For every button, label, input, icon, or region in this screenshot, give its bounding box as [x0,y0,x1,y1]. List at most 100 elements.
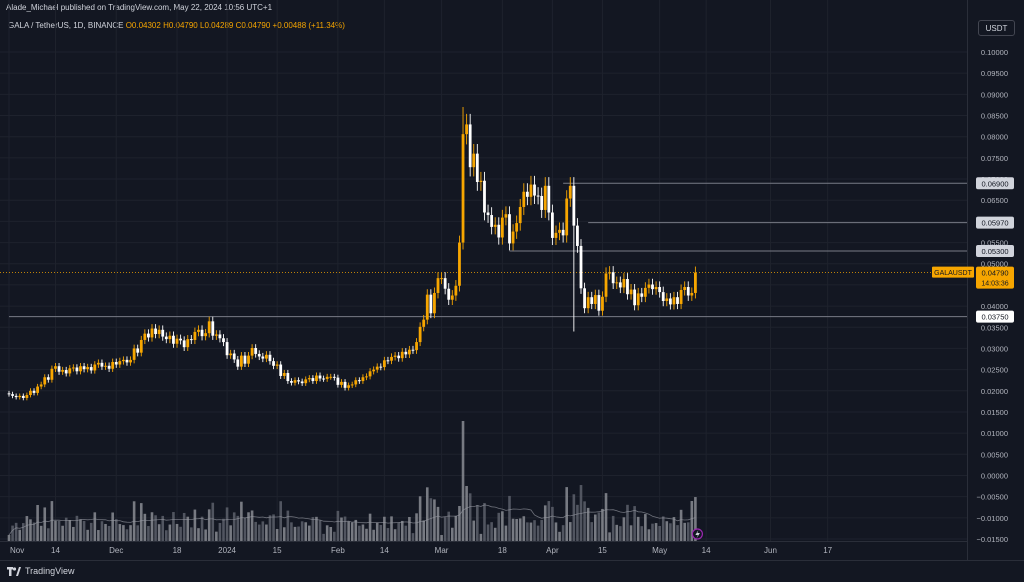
candle-body [561,229,565,236]
candle-body [633,289,637,306]
volume-bar [25,516,29,541]
candle-body [558,229,561,233]
candle-body [25,395,29,398]
candle-body [204,333,208,337]
candle-body [418,326,422,343]
alert-icon[interactable] [691,528,704,540]
symbol-name[interactable]: GALA / TetherUS, 1D, BINANCE [8,21,124,30]
volume-bar [658,525,661,541]
volume-bar [136,525,139,541]
candle-body [343,381,347,388]
candle-body [529,184,533,197]
volume-bar [672,517,676,541]
volume-bar [508,495,511,541]
candle-body [493,224,497,227]
candle-body [239,355,243,367]
candle-body [393,355,397,357]
volume-bar [540,520,543,541]
volume-bar [483,502,486,541]
publisher-info: Alade_Michael published on TradingView.c… [6,3,273,12]
volume-bar [347,521,350,541]
candle-body [143,333,147,340]
volume-bars [7,421,697,541]
candle-body [436,278,440,293]
volume-bar [404,525,408,541]
candle-body [290,381,293,383]
candle-body [189,339,193,341]
volume-bar [147,526,150,541]
candle-body [257,353,261,357]
candle-body [368,371,372,377]
volume-bar [379,524,383,541]
candle-body [268,354,272,362]
candle-body [568,185,572,199]
candle-body [686,287,690,296]
x-tick-label: 14 [51,546,60,555]
volume-bar [32,522,36,541]
volume-bar [690,501,694,541]
volume-bar [236,515,240,541]
volume-bar [576,504,579,541]
candle-body [89,367,93,371]
volume-bar [64,517,68,541]
volume-bar [11,525,14,541]
volume-bar [308,525,311,541]
level-price-bg [976,245,1014,258]
volume-bar [547,501,551,541]
candle-body [450,295,454,300]
volume-bar [429,498,433,541]
candle-body [68,368,72,374]
currency-button[interactable]: USDT [978,20,1015,36]
volume-bar [93,512,97,541]
symbol-tag-bg [932,266,974,278]
volume-bar [418,496,422,541]
y-tick-label: 0.08000 [981,133,1008,142]
ohlc-low: L0.04289 [200,21,234,30]
level-price-text: 0.03750 [981,313,1008,322]
candle-body [440,278,443,280]
candle-body [325,376,329,379]
candle-body [611,272,615,284]
tradingview-logo[interactable]: TradingView [7,566,75,576]
candle-body [150,328,154,338]
candle-body [597,295,601,311]
volume-bar [186,516,190,541]
volume-bar [39,525,43,541]
volume-bar [240,501,243,541]
volume-bar [497,512,501,541]
x-tick-label: 17 [823,546,832,555]
candle-body [472,153,476,168]
candle-body [254,348,258,354]
candle-body [186,339,190,348]
volume-bar [43,507,47,541]
volume-bar [619,526,622,541]
candle-body [304,379,308,384]
candle-body [390,356,393,361]
volume-bar [640,526,644,541]
candle-body [175,338,179,344]
volume-bar [579,485,583,541]
candle-body [572,185,576,226]
volume-bar [543,505,547,541]
price-chart[interactable]: 0.10000 0.09500 0.09000 0.08500 0.08000 0.075… [0,0,1024,560]
candle-body [336,377,340,385]
candle-body [300,381,304,384]
level-price-text: 0.05300 [981,247,1008,256]
volume-bar [393,529,397,541]
volume-bar [122,525,125,541]
volume-bar [386,528,390,541]
volume-bar [318,520,322,541]
candle-body [679,289,683,304]
candle-body [500,217,504,238]
candle-body [229,353,233,356]
y-tick-label: 0.05000 [981,260,1008,269]
candle-body [75,367,79,372]
candle-body [247,355,250,364]
volume-bar [358,525,361,541]
candle-body [282,372,286,376]
volume-bar [608,532,611,541]
volume-bar [425,487,429,541]
volume-bar [61,525,64,541]
candle-body [636,293,640,306]
volume-bar [651,523,654,541]
